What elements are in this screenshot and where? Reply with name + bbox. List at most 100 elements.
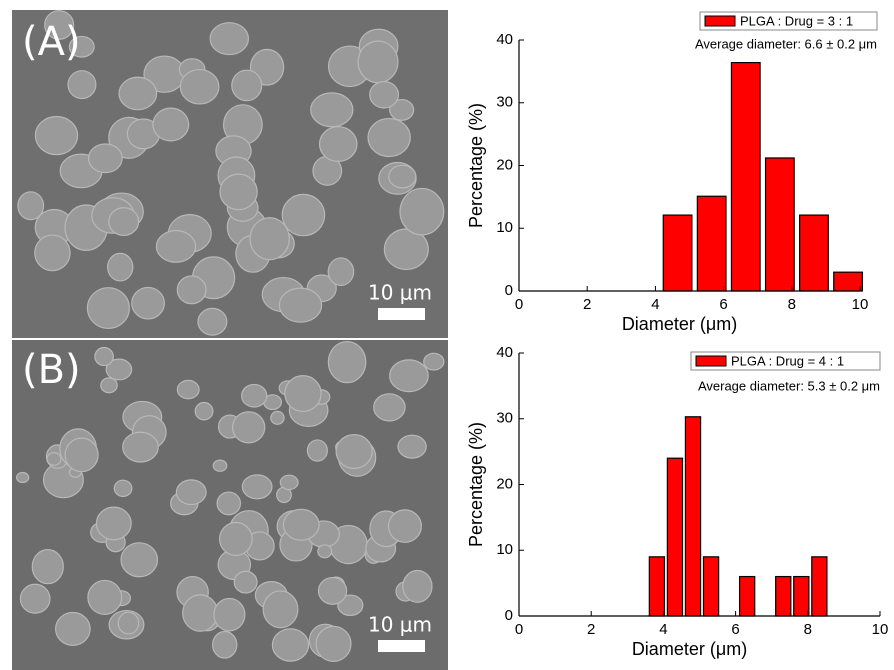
particle xyxy=(108,207,140,237)
particle xyxy=(383,228,429,271)
particle xyxy=(15,471,30,484)
bar xyxy=(666,457,684,617)
x-tick-label: 6 xyxy=(719,296,727,313)
particle xyxy=(335,433,373,469)
particle xyxy=(105,358,133,381)
particle xyxy=(46,452,62,466)
particle xyxy=(175,479,207,506)
bar xyxy=(730,61,761,292)
particle xyxy=(310,92,354,128)
x-tick-label: 4 xyxy=(659,621,667,638)
panel-label: (A) xyxy=(22,19,81,65)
particle xyxy=(318,126,358,162)
particle xyxy=(212,459,228,472)
particle xyxy=(87,579,123,615)
particle xyxy=(64,437,99,473)
bar xyxy=(738,575,756,617)
particle xyxy=(262,590,299,629)
bar xyxy=(662,214,693,292)
particle xyxy=(367,117,411,158)
particle xyxy=(388,164,417,189)
scale-bar xyxy=(378,308,425,320)
particle xyxy=(397,434,427,459)
x-axis-title: Diameter (μm) xyxy=(622,314,737,334)
particle xyxy=(369,81,400,109)
x-tick-label: 10 xyxy=(852,296,869,313)
particle xyxy=(423,352,445,371)
particle xyxy=(241,474,273,500)
particle xyxy=(281,193,326,237)
particle xyxy=(211,630,238,659)
particle xyxy=(34,234,71,272)
particle xyxy=(120,542,159,578)
particle xyxy=(86,287,130,330)
particle xyxy=(337,594,364,617)
x-tick-label: 2 xyxy=(583,296,591,313)
scale-label: 10 μm xyxy=(368,613,432,637)
particle xyxy=(249,217,290,261)
x-tick-label: 10 xyxy=(872,621,889,638)
bar xyxy=(833,271,863,292)
scale-label: 10 μm xyxy=(368,281,432,305)
particle xyxy=(402,569,433,603)
particle xyxy=(107,252,134,282)
legend-swatch xyxy=(704,15,736,27)
particle xyxy=(284,375,322,413)
particle xyxy=(327,340,367,384)
y-axis-title: Percentage (%) xyxy=(466,103,486,228)
particle xyxy=(278,287,323,323)
y-tick-label: 0 xyxy=(505,607,513,624)
particle xyxy=(399,187,445,236)
particle xyxy=(94,346,114,367)
bar xyxy=(799,214,829,292)
particle xyxy=(131,286,165,320)
particle xyxy=(176,275,207,305)
y-tick-label: 40 xyxy=(496,344,513,361)
particle xyxy=(231,69,263,102)
scale-bar xyxy=(378,640,425,652)
annotation: Average diameter: 5.3 ± 0.2 μm xyxy=(698,378,880,393)
particle xyxy=(270,410,285,425)
x-tick-label: 8 xyxy=(788,296,796,313)
x-tick-label: 0 xyxy=(515,296,523,313)
particle xyxy=(117,611,140,635)
particle xyxy=(68,35,95,58)
bar xyxy=(648,556,666,617)
particle xyxy=(155,230,197,263)
y-tick-label: 30 xyxy=(496,94,513,111)
particle xyxy=(54,611,91,646)
particle xyxy=(118,76,158,111)
particle xyxy=(194,401,214,421)
bar xyxy=(696,195,727,292)
particle xyxy=(152,107,190,142)
particle xyxy=(387,509,422,543)
particle xyxy=(17,191,45,221)
particle xyxy=(306,439,328,462)
particle xyxy=(271,628,310,662)
x-tick-label: 2 xyxy=(587,621,595,638)
particle xyxy=(282,508,320,541)
particle xyxy=(31,549,64,585)
bar xyxy=(811,556,828,617)
y-tick-label: 20 xyxy=(496,475,513,492)
particle xyxy=(240,383,268,408)
annotation: Average diameter: 6.6 ± 0.2 μm xyxy=(695,36,877,51)
particle xyxy=(100,377,118,394)
x-tick-label: 0 xyxy=(515,621,523,638)
particle xyxy=(389,359,429,393)
bar xyxy=(684,416,702,617)
legend-box xyxy=(699,11,878,31)
y-tick-label: 20 xyxy=(496,156,513,173)
legend-swatch xyxy=(695,355,727,367)
particle xyxy=(317,576,348,605)
legend-box xyxy=(690,351,881,371)
y-tick-label: 10 xyxy=(496,541,513,558)
particle xyxy=(357,40,399,84)
bar xyxy=(793,575,810,617)
particle xyxy=(216,491,242,516)
y-tick-label: 30 xyxy=(496,410,513,427)
particle xyxy=(122,431,159,463)
particle xyxy=(233,570,258,594)
particle xyxy=(87,143,123,174)
